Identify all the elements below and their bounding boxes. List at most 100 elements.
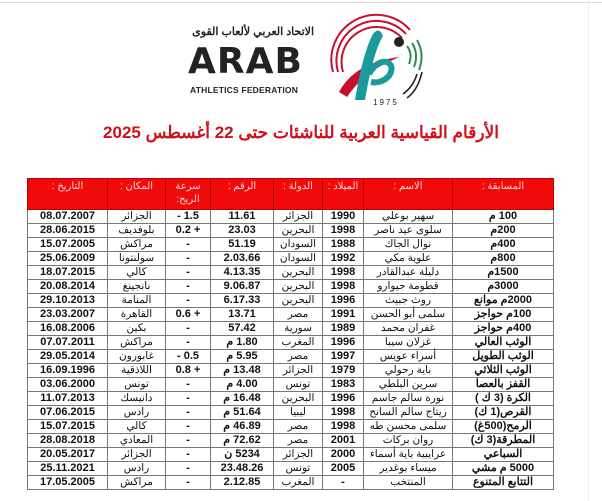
cell-name: سرين البلطي [363, 377, 453, 392]
cell-date: 29.05.2014 [27, 349, 108, 364]
cell-date: 16.08.2006 [27, 321, 108, 336]
cell-event: المطرقة(3 ك) [452, 433, 554, 448]
cell-wind-speed: 1.5 - [165, 209, 211, 224]
cell-record: 23.03 [210, 223, 274, 238]
cell-wind-speed: 0.5 - [165, 349, 211, 364]
cell-record: 4.00 م [210, 377, 274, 392]
table-row: الكرة (3 ك ) نورة سالم جاسم 1996 البحرين 16.… [27, 391, 554, 406]
cell-date: 20.05.2017 [27, 447, 108, 462]
table-row: التتابع المتنوع المنتخب - المغرب 2.12.85- مرا… [27, 475, 554, 490]
cell-wind-speed: + 0.8 [165, 363, 211, 378]
cell-venue: الجزائر [107, 209, 166, 224]
cell-birth-year: 1989 [322, 321, 364, 336]
cell-wind-speed: - [165, 265, 211, 280]
page-title: الأرقام القياسية العربية للناشئات حتى 22… [103, 123, 499, 142]
cell-venue: غابورون [107, 349, 166, 364]
cell-record: 2.12.85 [210, 475, 274, 490]
page-right-border [588, 0, 589, 501]
cell-date: 25.11.2021 [27, 461, 108, 476]
cell-record: 72.62 م [210, 433, 274, 448]
table-row: الوثب الطويل أسراء عويس 1997 مصر 5.95 م 0.5 -… [27, 349, 554, 364]
cell-date: 17.05.2005 [27, 475, 108, 490]
cell-venue: بلوفديف [107, 223, 166, 238]
cell-wind-speed: - [165, 433, 211, 448]
cell-event: الوثب الطويل [452, 349, 554, 364]
cell-record: 23.48.26 [210, 461, 274, 476]
header-birth-year: الميلاد : [322, 178, 364, 210]
cell-event: 400م [452, 237, 554, 252]
cell-birth-year: 1998 [322, 419, 364, 434]
cell-venue: رادس [107, 461, 166, 476]
cell-name: نورة سالم جاسم [363, 391, 453, 406]
header-wind-speed: سرعة الريح: [165, 178, 211, 210]
cell-venue: كالي [107, 419, 166, 434]
cell-birth-year: 1996 [322, 293, 364, 308]
table-row: 1500م دليلة عبدالقادر 1998 البحرين 4.13.35- ك… [27, 265, 554, 280]
cell-birth-year: 1998 [322, 265, 364, 280]
cell-record: 11.61 [210, 209, 274, 224]
cell-name: غزلان سيبا [363, 335, 453, 350]
cell-name: روث جبيث [363, 293, 453, 308]
cell-birth-year: 1990 [322, 209, 364, 224]
cell-birth-year: 1998 [322, 405, 364, 420]
cell-wind-speed: - [165, 461, 211, 476]
table-row: 2000م موانع روث جبيث 1996 البحرين 6.17.33- ال… [27, 293, 554, 308]
cell-birth-year: 1997 [322, 349, 364, 364]
cell-event: 100م حواجز [452, 307, 554, 322]
cell-record: 9.06.87 [210, 279, 274, 294]
cell-birth-year: 2001 [322, 433, 364, 448]
cell-name: نوال الجاك [363, 237, 453, 252]
cell-name: علوية مكي [363, 251, 453, 266]
logo-arabic-text: الاتحاد العربي لألعاب القوى [192, 26, 314, 38]
cell-record: 13.48 م [210, 363, 274, 378]
table-row: 100 م سهير بوعلي 1990 الجزائر 11.61 1.5 - الجز… [27, 209, 554, 224]
cell-wind-speed: - [165, 475, 211, 490]
table-row: السباعي عرايبية باية أسماء 2000 الجزائر 5234… [27, 447, 554, 462]
cell-date: 07.06.2015 [27, 405, 108, 420]
cell-birth-year: 2000 [322, 447, 364, 462]
cell-date: 11.07.2013 [27, 391, 108, 406]
cell-event: السباعي [452, 447, 554, 462]
cell-birth-year: 1988 [322, 237, 364, 252]
cell-wind-speed: - [165, 391, 211, 406]
cell-date: 20.08.2014 [27, 279, 108, 294]
table-row: 400م حواجز غفران محمد 1989 سورية 57.42- بكين 1… [27, 321, 554, 336]
cell-record: 4.13.35 [210, 265, 274, 280]
cell-event: 2000م موانع [452, 293, 554, 308]
cell-name: قطومة جيوارو [363, 279, 453, 294]
page-top-border [0, 2, 602, 3]
cell-record: 51.19 [210, 237, 274, 252]
cell-venue: بكين [107, 321, 166, 336]
cell-record: 5.95 م [210, 349, 274, 364]
header-record: الرقم : [210, 178, 274, 210]
cell-name: باية رحولي [363, 363, 453, 378]
cell-venue: الجزائر [107, 447, 166, 462]
cell-birth-year: - [322, 475, 364, 490]
cell-name: ميساء بوغدير [363, 461, 453, 476]
cell-event: التتابع المتنوع [452, 475, 554, 490]
cell-record: 5234 ن [210, 447, 274, 462]
cell-record: 13.71 [210, 307, 274, 322]
cell-venue: تونس [107, 377, 166, 392]
cell-country: الجزائر [273, 447, 323, 462]
cell-venue: مراكش [107, 237, 166, 252]
table-row: القفز بالعصا سرين البلطي 1983 تونس 4.00 م - تو… [27, 377, 554, 392]
table-row: 3000م قطومة جيوارو 1998 البحرين 9.06.87- نانج… [27, 279, 554, 294]
cell-birth-year: 1998 [322, 279, 364, 294]
cell-date: 18.07.2015 [27, 265, 108, 280]
cell-country: تونس [273, 461, 323, 476]
header-event: المسابقة : [452, 178, 554, 210]
cell-event: 100 م [452, 209, 554, 224]
federation-emblem-icon: 1975 [330, 13, 423, 107]
cell-birth-year: 1979 [322, 363, 364, 378]
cell-event: الوثب الثلاثي [452, 363, 554, 378]
header-venue: المكان : [107, 178, 166, 210]
cell-event: الكرة (3 ك ) [452, 391, 554, 406]
cell-event: 400م حواجز [452, 321, 554, 336]
cell-date: 28.08.2018 [27, 433, 108, 448]
cell-record: 1.80 م [210, 335, 274, 350]
header-date: التاريخ : [27, 178, 108, 210]
cell-date: 15.07.2015 [27, 419, 108, 434]
cell-country: مصر [273, 419, 323, 434]
cell-event: القرص(1 ك) [452, 405, 554, 420]
